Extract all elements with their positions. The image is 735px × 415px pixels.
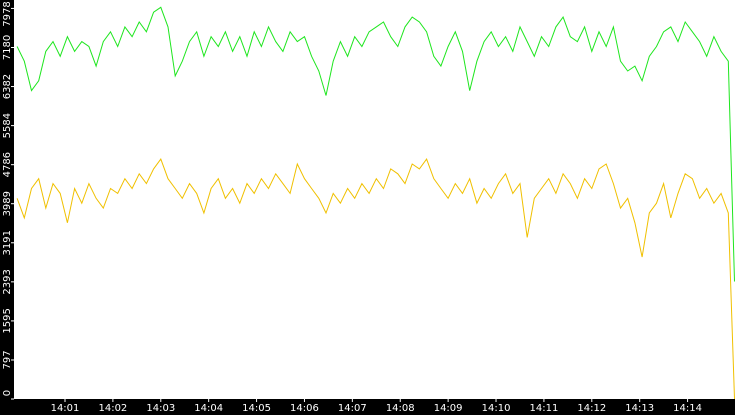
x-tick-label: 14:03 (146, 403, 175, 414)
x-tick-label: 14:02 (98, 403, 127, 414)
x-tick-label: 14:10 (482, 403, 511, 414)
x-tick-label: 14:07 (338, 403, 367, 414)
y-tick-label: 4786 (2, 152, 13, 177)
y-tick-label: 0 (2, 390, 13, 396)
y-tick-label: 5584 (2, 113, 13, 138)
y-axis-strip (0, 0, 14, 415)
series-line (16, 6, 735, 282)
x-tick-label: 14:01 (51, 403, 80, 414)
x-axis-strip (0, 399, 735, 415)
x-tick-label: 14:13 (625, 403, 654, 414)
x-tick-label: 14:12 (577, 403, 606, 414)
x-tick-label: 14:14 (673, 403, 702, 414)
y-tick-label: 1595 (2, 308, 13, 333)
y-tick-label: 3191 (2, 230, 13, 255)
x-tick-label: 14:08 (386, 403, 415, 414)
y-tick-label: 7180 (2, 35, 13, 60)
series-line (16, 158, 735, 400)
x-tick-label: 14:09 (434, 403, 463, 414)
x-tick-label: 14:11 (530, 403, 559, 414)
x-tick-label: 14:04 (194, 403, 223, 414)
x-tick-label: 14:05 (242, 403, 271, 414)
y-tick-label: 7978 (2, 1, 13, 26)
y-tick-label: 6382 (2, 74, 13, 99)
x-tick-label: 14:06 (290, 403, 319, 414)
y-tick-label: 3989 (2, 191, 13, 216)
y-tick-label: 2393 (2, 269, 13, 294)
y-tick-label: 797 (2, 350, 13, 369)
